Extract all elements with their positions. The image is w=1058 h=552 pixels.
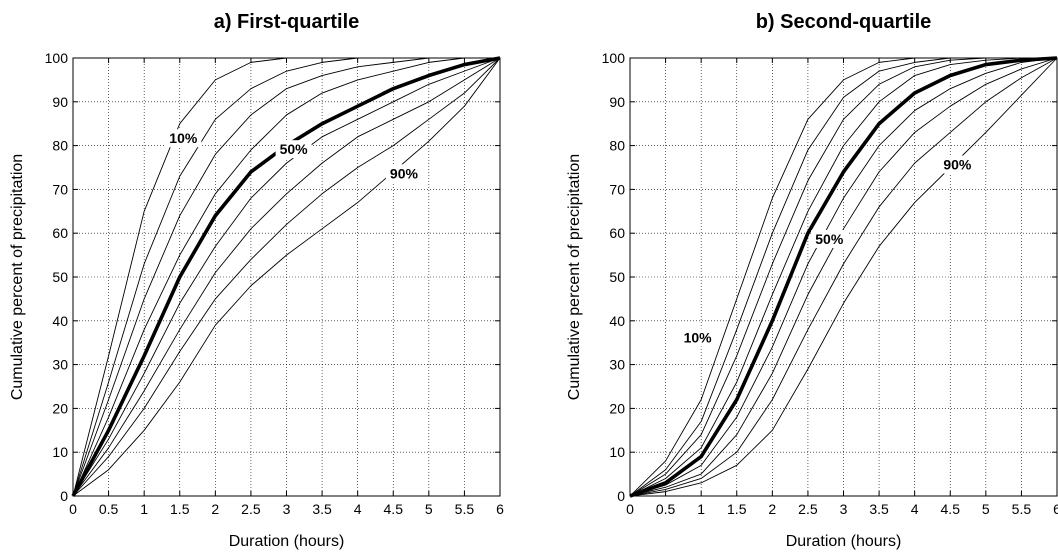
x-tick-label: 4.5 [941,501,961,517]
series-line [72,57,501,497]
x-tick-label: 2.5 [241,501,261,517]
x-tick-label: 1.5 [727,501,747,517]
y-tick-label: 60 [609,225,625,241]
x-tick-label: 1.5 [170,501,190,517]
chart-panel-1: 10%50%90%0 0.5 1 1.5 2 2.5 3 3.5 4 4.5 5 5.5 6010203… [566,11,1058,550]
x-tick-label: 2.5 [798,501,818,517]
x-tick-label: 5.5 [455,501,475,517]
y-axis-label: Cumulative percent of precipitation [9,154,26,400]
y-tick-label: 0 [60,488,68,504]
y-tick-label: 70 [52,181,68,197]
x-tick-label: 2 [211,501,219,517]
x-tick-label: 3.5 [869,501,889,517]
annotation-label: 10% [169,130,198,146]
series-line [72,57,501,497]
annotation-bg [811,229,848,248]
x-tick-label: 4 [354,501,362,517]
x-tick-label: 0 [69,501,77,517]
y-tick-label: 40 [609,313,625,329]
x-tick-label: 1 [140,501,148,517]
x-tick-label: 0.5 [656,501,676,517]
y-tick-label: 30 [609,357,625,373]
x-tick-label: 3.5 [312,501,332,517]
series-line [629,57,1058,497]
annotation-bg [939,155,976,174]
x-tick-label: 5 [425,501,433,517]
annotation-bg [679,328,716,347]
y-tick-label: 80 [52,138,68,154]
annotation-bg [165,129,202,148]
series-line [629,57,1058,497]
y-tick-label: 50 [52,269,68,285]
annotation-label: 50% [815,231,844,247]
chart-panel-0: 10%50%90%0 0.5 1 1.5 2 2.5 3 3.5 4 4.5 5 5.5 6010203… [9,11,504,550]
y-tick-label: 50 [609,269,625,285]
x-tick-label: 5 [982,501,990,517]
chart-title: a) First-quartile [214,11,360,33]
y-axis-label: Cumulative percent of precipitation [566,154,583,400]
annotation-label: 90% [390,165,419,181]
x-tick-label: 3 [840,501,848,517]
x-tick-label: 6 [496,501,504,517]
x-tick-label: 5.5 [1012,501,1032,517]
x-tick-label: 3 [283,501,291,517]
y-tick-label: 20 [609,400,625,416]
series-line-median [629,56,1058,498]
y-tick-label: 90 [609,94,625,110]
y-tick-label: 20 [52,400,68,416]
y-tick-label: 90 [52,94,68,110]
series-line [629,57,1058,497]
y-tick-label: 0 [617,488,625,504]
annotation-label: 90% [943,157,972,173]
y-tick-label: 70 [609,181,625,197]
x-tick-label: 2 [768,501,776,517]
series-line [72,57,501,497]
y-tick-label: 80 [609,138,625,154]
annotation-bg [385,164,422,183]
chart-title: b) Second-quartile [756,11,932,33]
x-tick-label: 0 [626,501,634,517]
annotation-bg [275,140,312,159]
x-tick-label: 4 [911,501,919,517]
series-line [629,57,1058,497]
y-tick-label: 10 [609,444,625,460]
y-tick-label: 40 [52,313,68,329]
y-tick-label: 30 [52,357,68,373]
x-axis-label: Duration (hours) [229,533,345,550]
y-tick-label: 100 [602,50,626,66]
y-tick-label: 60 [52,225,68,241]
x-tick-label: 4.5 [384,501,404,517]
x-tick-label: 0.5 [99,501,119,517]
x-tick-label: 6 [1053,501,1058,517]
x-axis-label: Duration (hours) [786,533,902,550]
y-tick-label: 100 [45,50,69,66]
y-tick-label: 10 [52,444,68,460]
annotation-label: 50% [280,141,309,157]
series-line [72,57,501,497]
x-tick-label: 1 [697,501,705,517]
annotation-label: 10% [684,330,713,346]
